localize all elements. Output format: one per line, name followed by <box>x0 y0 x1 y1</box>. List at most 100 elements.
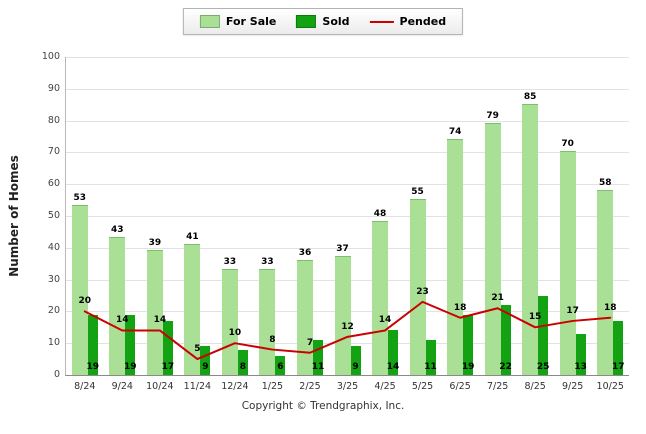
legend-sold-label: Sold <box>322 15 350 28</box>
y-axis-tick-label: 20 <box>47 305 60 317</box>
sold-value-label: 14 <box>386 362 400 372</box>
bar-for-sale <box>296 259 313 375</box>
for-sale-value-label: 79 <box>486 110 499 121</box>
y-axis-tick-label: 30 <box>47 273 60 285</box>
sold-value-label: 19 <box>124 362 137 372</box>
for-sale-value-label: 48 <box>373 209 387 220</box>
pended-value-label: 18 <box>453 302 467 313</box>
x-axis-tick-label: 12/24 <box>221 381 249 392</box>
sold-value-label: 11 <box>424 362 437 372</box>
plot-area: 0 10 20 30 40 50 60 70 80 90 100 53 19 20 8/24 43 19 14 9/… <box>42 51 629 392</box>
pended-value-label: 8 <box>269 334 276 345</box>
y-axis-tick-label: 100 <box>41 51 60 62</box>
for-sale-value-label: 55 <box>411 187 424 198</box>
pended-value-label: 14 <box>116 315 129 326</box>
pended-value-label: 12 <box>341 321 354 332</box>
bar-sold <box>275 355 286 375</box>
pended-value-label: 21 <box>491 293 504 304</box>
sold-value-label: 17 <box>161 362 175 372</box>
sold-value-label: 13 <box>574 362 587 372</box>
y-axis-tick-label: 80 <box>47 114 60 126</box>
for-sale-value-label: 39 <box>148 237 162 248</box>
gridline <box>66 152 629 154</box>
sold-value-label: 9 <box>352 362 359 372</box>
x-axis-tick-label: 9/24 <box>111 381 133 392</box>
gridline <box>66 247 629 249</box>
bar-sold <box>200 346 211 375</box>
x-axis-tick-label: 8/24 <box>74 381 96 392</box>
y-axis-tick-label: 0 <box>53 369 60 380</box>
for-sale-swatch <box>199 15 220 28</box>
bar-for-sale <box>184 243 201 375</box>
legend-item-for-sale: For Sale <box>199 15 276 28</box>
bar-for-sale <box>484 122 501 375</box>
bar-for-sale <box>372 221 389 375</box>
for-sale-value-label: 43 <box>111 225 124 236</box>
bar-sold <box>538 295 549 375</box>
y-axis-tick-label: 10 <box>47 337 60 349</box>
x-axis-tick-label: 11/24 <box>183 381 212 392</box>
bar-for-sale <box>559 151 576 375</box>
for-sale-value-label: 41 <box>186 231 199 242</box>
sold-value-label: 8 <box>239 362 247 372</box>
pended-value-label: 23 <box>416 286 429 297</box>
legend: For Sale Sold Pended <box>182 8 464 35</box>
pended-line <box>83 300 612 361</box>
bar-for-sale <box>221 269 238 375</box>
sold-value-label: 19 <box>461 362 475 372</box>
copyright-text: Copyright © Trendgraphix, Inc. <box>241 400 405 412</box>
x-axis-tick-label: 4/25 <box>374 381 396 392</box>
sold-value-label: 19 <box>86 362 100 372</box>
legend-item-pended: Pended <box>369 15 447 28</box>
sold-value-label: 17 <box>611 362 625 372</box>
bar-sold <box>500 305 511 375</box>
x-axis-tick-label: 1/25 <box>261 381 284 392</box>
for-sale-value-label: 33 <box>261 257 274 268</box>
y-axis-tick-label: 70 <box>47 146 60 158</box>
bar-sold <box>463 314 474 375</box>
bar-for-sale <box>109 237 126 375</box>
bar-sold <box>350 346 361 375</box>
sold-value-label: 22 <box>499 362 512 372</box>
bar-for-sale <box>334 256 351 375</box>
for-sale-value-label: 36 <box>298 247 312 258</box>
y-axis-tick-label: 90 <box>47 82 60 94</box>
legend-item-sold: Sold <box>296 15 350 28</box>
bar-sold <box>613 320 624 375</box>
pended-value-label: 17 <box>566 305 579 316</box>
bar-sold <box>575 333 586 375</box>
x-axis-tick-label: 10/25 <box>596 381 624 392</box>
for-sale-value-label: 53 <box>73 193 87 204</box>
sold-swatch <box>296 15 317 28</box>
for-sale-value-label: 74 <box>448 126 462 137</box>
pended-value-label: 14 <box>153 315 167 326</box>
x-axis-tick-label: 6/25 <box>449 381 471 392</box>
gridline <box>66 216 629 217</box>
bar-sold <box>125 314 136 375</box>
bar-for-sale <box>597 189 614 375</box>
y-axis-tick-label: 50 <box>47 210 60 221</box>
sold-value-label: 6 <box>277 362 284 372</box>
gridline <box>66 57 629 58</box>
gridline <box>66 88 629 90</box>
sold-value-label: 25 <box>536 362 550 372</box>
pended-value-label: 15 <box>528 312 542 323</box>
x-axis-tick-label: 8/25 <box>524 381 546 392</box>
bar-for-sale <box>71 205 88 375</box>
bar-for-sale <box>522 103 539 375</box>
for-sale-value-label: 70 <box>561 139 574 150</box>
bar-sold <box>312 340 323 375</box>
gridline <box>66 184 629 186</box>
bar-for-sale <box>146 249 163 375</box>
bar-for-sale <box>409 199 426 375</box>
x-axis-tick-label: 9/25 <box>562 381 584 392</box>
for-sale-value-label: 37 <box>336 244 349 255</box>
x-axis-tick-label: 3/25 <box>336 381 359 392</box>
y-axis-tick-label: 60 <box>47 178 60 190</box>
pended-value-label: 14 <box>378 315 392 326</box>
bar-sold <box>388 330 399 375</box>
y-axis-title: Number of Homes <box>7 155 21 277</box>
legend-pended-label: Pended <box>399 15 447 28</box>
for-sale-value-label: 85 <box>523 91 537 102</box>
